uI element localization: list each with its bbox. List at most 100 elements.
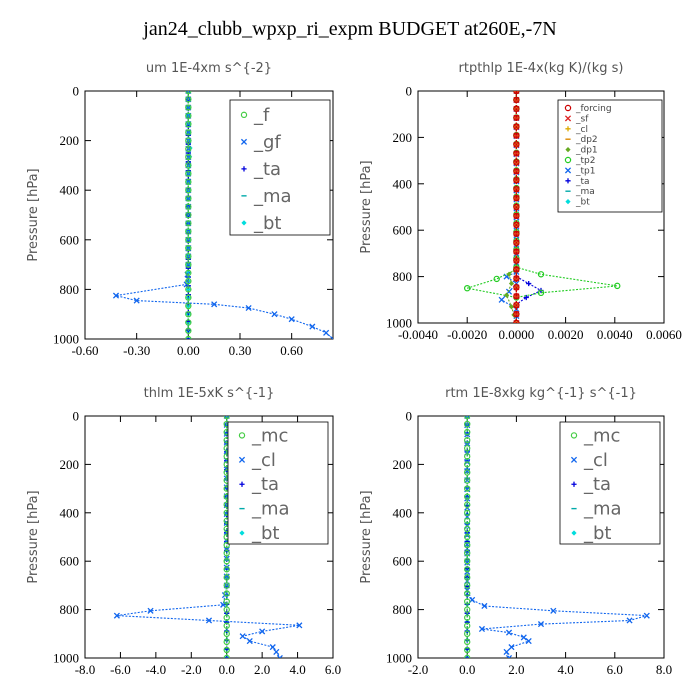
data-point — [513, 123, 520, 130]
data-point — [185, 120, 192, 128]
legend-entry: _dp1 — [575, 146, 598, 156]
data-point — [525, 638, 532, 645]
x-tick-label: -0.0040 — [398, 327, 438, 342]
data-point — [185, 96, 192, 103]
data-point — [513, 284, 520, 291]
data-point — [505, 654, 513, 658]
data-point — [185, 253, 192, 260]
legend-entry: _ma — [251, 499, 290, 520]
data-point — [223, 654, 230, 658]
plot-frame — [84, 415, 334, 659]
data-point — [185, 104, 192, 111]
y-tick-label: 200 — [60, 133, 80, 148]
data-point — [464, 566, 471, 573]
y-tick-label: 200 — [393, 457, 413, 472]
legend-marker — [240, 111, 248, 119]
x-tick-label: 8.0 — [656, 662, 672, 677]
data-point — [185, 162, 192, 169]
x-tick-label: -6.0 — [110, 662, 131, 677]
legend-marker — [564, 115, 572, 122]
data-point — [464, 437, 471, 444]
data-point — [323, 329, 330, 336]
legend-entry: _cl — [575, 125, 588, 135]
data-point — [508, 280, 515, 287]
data-point — [296, 622, 303, 629]
data-point — [185, 244, 192, 252]
data-point — [185, 302, 192, 310]
data-point — [464, 420, 471, 428]
x-tick-label: 0.30 — [229, 343, 252, 358]
data-point — [523, 294, 529, 301]
data-point — [185, 137, 192, 144]
data-point — [185, 211, 192, 219]
data-point — [185, 319, 192, 326]
legend-entry: _sf — [575, 114, 589, 124]
data-point — [464, 477, 471, 484]
chart-panel-2: rtpthlp 1E-4x(kg K)/(kg s) Pressure [hPa]… — [359, 61, 682, 342]
y-tick-label: 1000 — [53, 651, 79, 666]
legend-entry: _ma — [575, 187, 595, 197]
series-f — [185, 91, 192, 339]
legend-marker — [564, 104, 572, 112]
legend-entry: _bt — [251, 523, 279, 544]
data-point — [464, 630, 471, 638]
data-point — [513, 275, 520, 282]
data-point — [503, 292, 510, 298]
legend-entry: _cl — [251, 450, 276, 471]
legend-entry: _dp2 — [575, 135, 598, 145]
legend-marker — [239, 481, 245, 487]
data-point — [464, 485, 471, 492]
data-point — [464, 428, 471, 436]
legend-entry: _mc — [251, 425, 288, 446]
data-point — [147, 607, 154, 614]
data-point — [185, 112, 192, 120]
legend-marker — [565, 178, 571, 184]
legend-marker — [564, 167, 572, 174]
figure-title: jan24_clubb_wpxp_ri_expm BUDGET at260E,-… — [143, 18, 557, 40]
data-point — [185, 335, 192, 339]
x-tick-label: 6.0 — [325, 662, 341, 677]
data-point — [464, 622, 471, 629]
data-point — [464, 285, 471, 292]
legend-marker — [238, 456, 246, 463]
chart-panel-3: thlm 1E-5xK s^{-1} Pressure [hPa] 0 200 400 6… — [26, 386, 341, 677]
data-point — [223, 598, 230, 605]
legend-entry: _cl — [583, 450, 608, 471]
legend-entry: _tp1 — [575, 166, 595, 176]
data-point — [508, 644, 515, 651]
data-point — [464, 453, 471, 460]
panel-title: rtm 1E-8xkg kg^{-1} s^{-1} — [445, 386, 637, 401]
data-point — [464, 654, 471, 658]
data-point — [513, 239, 520, 246]
data-point — [464, 598, 471, 605]
legend-entry: _ta — [575, 177, 590, 187]
plot-frame — [417, 90, 665, 324]
data-point — [185, 129, 192, 136]
data-point — [513, 105, 520, 113]
data-point — [224, 655, 230, 658]
y-tick-label: 800 — [393, 269, 413, 284]
data-point — [513, 141, 520, 148]
y-axis-label: Pressure [hPa] — [359, 490, 374, 583]
x-tick-label: 0.0020 — [548, 327, 584, 342]
data-point — [464, 541, 471, 549]
plot-area — [464, 91, 621, 323]
x-tick-label: -2.0 — [181, 662, 202, 677]
series-forcing — [513, 91, 520, 323]
y-tick-label: 0 — [406, 84, 413, 99]
data-point — [503, 648, 510, 656]
data-point — [223, 558, 230, 565]
data-point — [185, 153, 192, 161]
legend-box — [229, 99, 331, 236]
y-tick-label: 0 — [73, 84, 80, 99]
data-point — [223, 566, 230, 573]
data-point — [464, 525, 471, 533]
legend: _mc _cl _ta _ma _bt — [559, 421, 661, 545]
data-point — [223, 638, 230, 646]
legend-box — [557, 99, 663, 213]
data-point — [513, 177, 520, 184]
data-point — [185, 286, 191, 292]
legend-marker — [571, 481, 577, 487]
data-point — [223, 582, 230, 589]
legend-marker — [564, 156, 572, 164]
